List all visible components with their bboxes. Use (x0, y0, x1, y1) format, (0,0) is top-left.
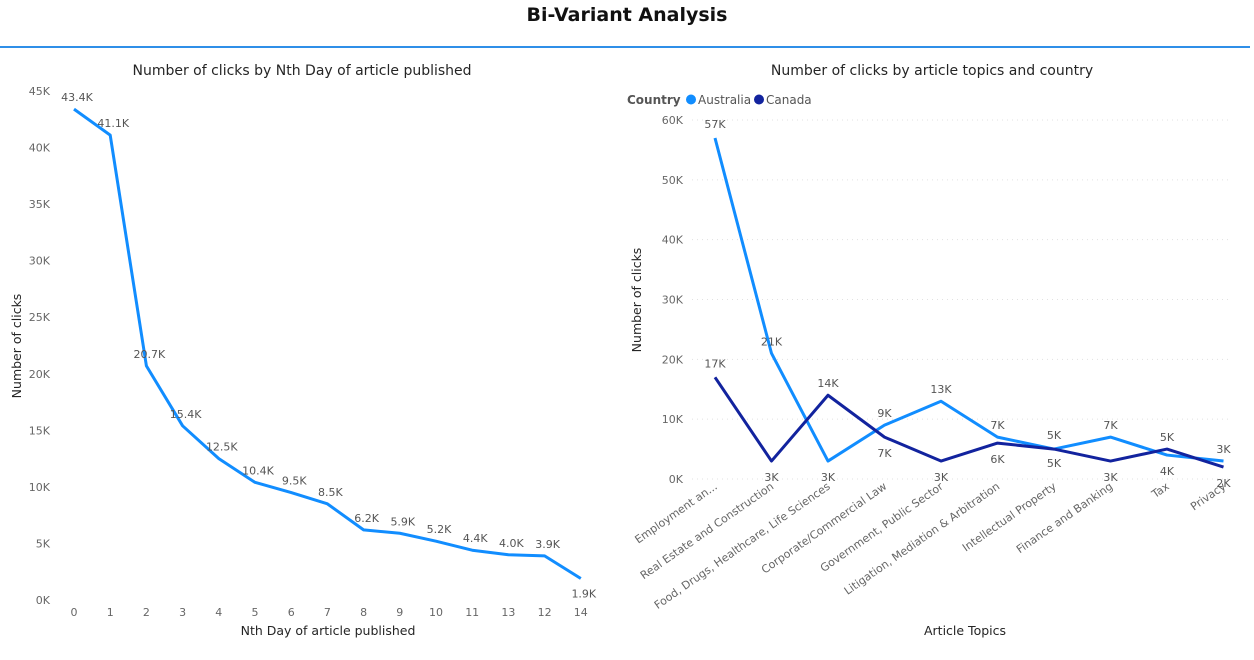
data-label-canada: 5K (1047, 457, 1062, 470)
data-label-australia: 9K (877, 407, 892, 420)
chart2-gridlines (692, 119, 1228, 480)
data-label-canada: 2K (1216, 477, 1231, 490)
y-tick-label: 15K (29, 424, 51, 437)
title-divider (0, 46, 1250, 48)
chart2-legend[interactable]: Country Australia Canada (627, 93, 812, 107)
data-label: 10.4K (242, 464, 274, 477)
chart1-x-axis: 0 1 2 3 4 5 6 7 8 9 10 11 13 12 14 (71, 606, 588, 619)
data-label-australia: 21K (761, 335, 783, 348)
chart1-title: Number of clicks by Nth Day of article p… (132, 63, 471, 79)
data-label-australia: 4K (1160, 465, 1175, 478)
chart2-series-lines (713, 137, 1224, 469)
y-tick-label: 5K (36, 537, 51, 550)
data-label-canada: 6K (990, 453, 1005, 466)
series-line-canada (713, 376, 1224, 469)
chart1-y-axis: 0K 5K 10K 15K 20K 25K 30K 35K 40K 45K (29, 85, 51, 607)
y-tick-label: 60K (662, 114, 684, 127)
chart1-data-labels: 43.4K 41.1K 20.7K 15.4K 12.5K 10.4K 9.5K 8.5K 6.… (61, 91, 597, 600)
data-label: 8.5K (318, 486, 343, 499)
x-tick-label: 2 (143, 606, 150, 619)
chart2-title: Number of clicks by article topics and c… (771, 63, 1093, 79)
chart2-x-axis-title: Article Topics (924, 623, 1006, 638)
data-label-canada: 5K (1160, 431, 1175, 444)
x-tick-label: 5 (252, 606, 259, 619)
x-tick-label: 6 (288, 606, 295, 619)
legend-marker-australia (686, 94, 696, 105)
chart1-y-axis-title: Number of clicks (9, 294, 24, 399)
chart1-x-axis-title: Nth Day of article published (241, 623, 416, 638)
legend-marker-canada (754, 94, 764, 105)
data-label: 6.2K (354, 512, 379, 525)
x-tick-label: 12 (538, 606, 552, 619)
data-label-canada: 3K (1103, 471, 1118, 484)
y-tick-label: 40K (29, 142, 51, 155)
data-label-australia: 3K (1216, 443, 1231, 456)
data-label: 4.4K (463, 532, 488, 545)
y-tick-label: 10K (29, 481, 51, 494)
x-tick-label: 14 (574, 606, 588, 619)
x-tick-label: 10 (429, 606, 443, 619)
chart2-y-axis-title: Number of clicks (629, 248, 644, 353)
data-label-canada: 14K (817, 377, 839, 390)
y-tick-label: 30K (29, 255, 51, 268)
y-tick-label: 20K (662, 353, 684, 366)
data-label-australia: 5K (1047, 429, 1062, 442)
page-title: Bi-Variant Analysis (526, 4, 728, 26)
legend-label-australia: Australia (698, 93, 751, 107)
chart1-series-line (73, 107, 582, 580)
y-tick-label: 45K (29, 85, 51, 98)
y-tick-label: 10K (662, 413, 684, 426)
y-tick-label: 30K (662, 294, 684, 307)
x-tick-label: 3 (179, 606, 186, 619)
data-label-australia: 57K (704, 118, 726, 131)
chart2-data-labels: 57K 17K 21K 3K 3K 14K 9K 7K 13K 3K 7K 6K 5K 5K 7K 3K 4K 5… (704, 118, 1231, 490)
y-tick-label: 0K (36, 594, 51, 607)
data-label-australia: 7K (1103, 419, 1118, 432)
data-label: 5.2K (427, 523, 452, 536)
data-label-australia: 13K (930, 383, 952, 396)
chart2-x-axis: Employment an...Real Estate and Construc… (632, 480, 1228, 612)
legend-label-canada: Canada (766, 93, 812, 107)
x-tick-label: 1 (107, 606, 114, 619)
data-label: 5.9K (390, 515, 415, 528)
data-label: 9.5K (282, 475, 307, 488)
data-label-canada: 17K (704, 357, 726, 370)
data-label-canada: 7K (877, 447, 892, 460)
x-tick-label: 4 (215, 606, 222, 619)
legend-title: Country (627, 93, 681, 107)
x-tick-label: 9 (396, 606, 403, 619)
data-label: 41.1K (97, 117, 129, 130)
x-tick-label: 11 (465, 606, 479, 619)
data-label: 15.4K (170, 408, 202, 421)
data-label: 12.5K (206, 441, 238, 454)
data-label: 20.7K (134, 348, 166, 361)
y-tick-label: 20K (29, 368, 51, 381)
y-tick-label: 35K (29, 198, 51, 211)
x-tick-label: Tax (1149, 480, 1173, 502)
y-tick-label: 40K (662, 234, 684, 247)
chart2-y-axis: 0K 10K 20K 30K 40K 50K 60K (662, 114, 684, 486)
x-tick-label: Intellectual Property (960, 480, 1059, 555)
data-label-canada: 3K (934, 471, 949, 484)
data-label: 4.0K (499, 537, 524, 550)
y-tick-label: 50K (662, 174, 684, 187)
clicks-by-topic-country-chart[interactable]: Number of clicks by article topics and c… (620, 0, 1254, 660)
series-line-australia (713, 137, 1224, 463)
data-label-australia: 7K (990, 419, 1005, 432)
y-tick-label: 0K (669, 473, 684, 486)
clicks-by-day-chart[interactable]: Number of clicks by Nth Day of article p… (0, 0, 620, 660)
x-tick-label: 0 (71, 606, 78, 619)
x-tick-label: 13 (501, 606, 515, 619)
x-tick-label: 7 (324, 606, 331, 619)
data-label-australia: 3K (821, 471, 836, 484)
x-tick-label: Finance and Banking (1014, 480, 1115, 556)
data-label: 3.9K (535, 538, 560, 551)
data-label: 1.9K (571, 588, 596, 601)
data-label-canada: 3K (764, 471, 779, 484)
x-tick-label: 8 (360, 606, 367, 619)
y-tick-label: 25K (29, 311, 51, 324)
data-label: 43.4K (61, 91, 93, 104)
